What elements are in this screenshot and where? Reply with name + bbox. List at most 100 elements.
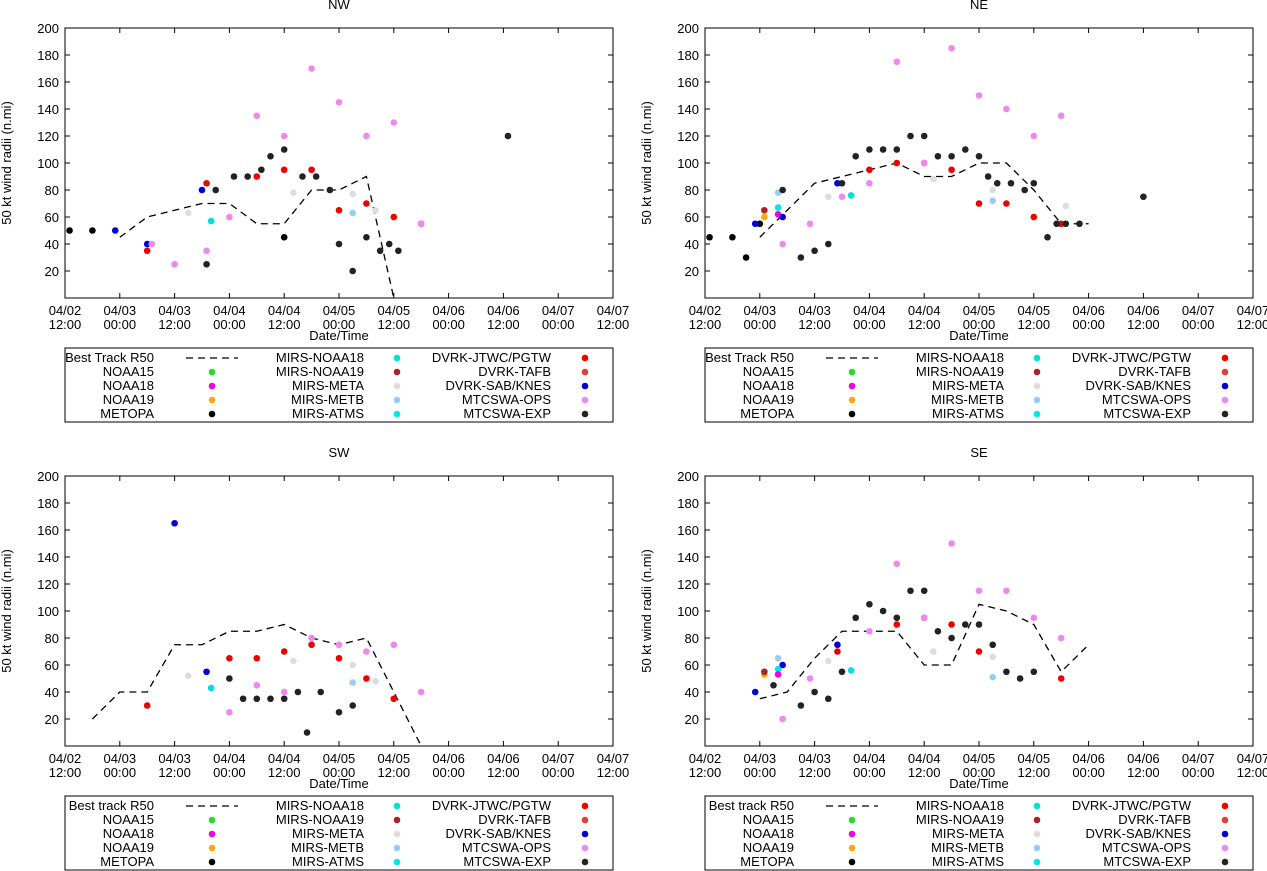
point-metopa: [729, 233, 736, 241]
point-mtcswa-ops: [948, 540, 955, 547]
legend-marker: [1033, 410, 1041, 418]
legend-label: NOAA15: [743, 812, 794, 827]
x-tick-label-time: 12:00: [1127, 317, 1160, 332]
point-mtcswa-ops: [226, 213, 233, 221]
point-mtcswa-exp: [349, 267, 357, 275]
y-tick-label: 80: [45, 183, 59, 198]
point-dvrk-jtwc-pgtw: [308, 641, 315, 649]
y-tick-label: 80: [45, 631, 59, 646]
point-mtcswa-exp: [975, 152, 983, 160]
x-tick-label-time: 00:00: [432, 765, 465, 780]
point-mtcswa-exp: [879, 607, 887, 615]
point-dvrk-jtwc-pgtw: [1057, 220, 1065, 228]
x-tick-label-time: 00:00: [432, 317, 465, 332]
x-tick-label-time: 00:00: [542, 317, 575, 332]
legend-label: Best Track R50: [705, 350, 794, 365]
best-track-line: [91, 623, 422, 747]
legend-label: MIRS-ATMS: [292, 406, 364, 421]
y-tick-label: 180: [37, 48, 59, 63]
point-mtcswa-ops: [1003, 105, 1010, 113]
point-metopa: [89, 227, 96, 234]
legend-marker: [581, 354, 589, 362]
point-mirs-metb: [989, 197, 996, 205]
legend-label: Best track R50: [709, 798, 794, 813]
x-tick-label-time: 00:00: [1182, 317, 1215, 332]
point-mirs-meta: [989, 653, 996, 661]
point-dvrk-sab-knes: [834, 641, 841, 649]
chart-title: SW: [329, 445, 351, 460]
point-dvrk-sab-knes: [198, 186, 206, 194]
point-metopa: [66, 227, 73, 234]
legend-marker: [208, 368, 216, 376]
y-tick-label: 60: [45, 210, 59, 225]
legend-marker: [581, 368, 589, 376]
point-mtcswa-exp: [975, 621, 983, 628]
point-mtcswa-exp: [335, 240, 343, 248]
y-axis-label: 50 kt wind radii (n.mi): [639, 101, 654, 225]
y-tick-label: 200: [37, 469, 59, 484]
legend-marker: [1033, 816, 1041, 824]
x-tick-label-date: 04/06: [432, 751, 465, 766]
point-mtcswa-exp: [326, 186, 334, 194]
point-mirs-meta: [185, 672, 192, 680]
x-axis-label: Date/Time: [949, 328, 1008, 343]
x-tick-label-date: 04/02: [689, 751, 722, 766]
point-dvrk-jtwc-pgtw: [280, 648, 288, 655]
x-tick-label-date: 04/05: [378, 303, 411, 318]
x-tick-label-date: 04/05: [1018, 751, 1051, 766]
legend-marker: [848, 816, 856, 824]
point-mirs-meta: [825, 657, 832, 665]
legend-marker: [581, 382, 589, 390]
point-mirs-meta: [930, 175, 937, 183]
legend-marker: [1221, 396, 1229, 404]
point-mtcswa-exp: [253, 695, 261, 703]
point-mtcswa-ops: [866, 179, 873, 187]
x-tick-label-date: 04/06: [487, 303, 520, 318]
point-mtcswa-exp: [993, 179, 1001, 187]
point-mirs-atms: [774, 204, 782, 211]
y-tick-label: 40: [685, 237, 699, 252]
point-dvrk-jtwc-pgtw: [335, 206, 343, 214]
point-mtcswa-ops: [280, 688, 288, 696]
x-tick-label-date: 04/07: [597, 751, 630, 766]
point-mtcswa-exp: [948, 152, 955, 160]
x-tick-label-time: 00:00: [213, 317, 246, 332]
point-dvrk-jtwc-pgtw: [226, 654, 233, 662]
legend-label: MIRS-NOAA18: [916, 798, 1004, 813]
legend-marker: [581, 396, 589, 404]
point-mtcswa-exp: [1003, 668, 1010, 676]
x-tick-label-time: 00:00: [963, 765, 996, 780]
legend-marker: [208, 410, 216, 418]
x-tick-label-date: 04/04: [853, 303, 886, 318]
point-mtcswa-ops: [1030, 614, 1038, 622]
legend-label: NOAA19: [103, 392, 154, 407]
x-tick-label-date: 04/03: [158, 751, 191, 766]
y-tick-label: 180: [677, 48, 699, 63]
point-mtcswa-exp: [934, 152, 942, 160]
point-mtcswa-exp: [363, 233, 370, 241]
x-tick-label-date: 04/02: [49, 303, 82, 318]
legend-label: DVRK-TAFB: [1118, 364, 1191, 379]
y-tick-label: 140: [677, 102, 699, 117]
legend-label: MIRS-NOAA19: [916, 812, 1004, 827]
point-mirs-metb: [349, 209, 357, 217]
legend-marker: [393, 816, 401, 824]
point-mtcswa-exp: [317, 688, 325, 696]
point-dvrk-sab-knes: [751, 688, 759, 696]
y-tick-label: 120: [37, 129, 59, 144]
point-mirs-metb: [774, 654, 782, 662]
chart-title: NE: [970, 0, 988, 12]
legend-marker: [581, 816, 589, 824]
point-mtcswa-exp: [1030, 179, 1038, 187]
point-dvrk-jtwc-pgtw: [975, 648, 983, 655]
legend-marker: [1221, 858, 1229, 866]
point-mtcswa-exp: [797, 702, 805, 709]
legend-box: [704, 795, 1254, 871]
point-metopa: [756, 220, 764, 228]
x-tick-label-date: 04/06: [487, 751, 520, 766]
x-tick-label-date: 04/06: [1072, 751, 1105, 766]
point-mtcswa-ops: [390, 641, 398, 649]
point-mtcswa-exp: [838, 179, 846, 187]
point-mtcswa-exp: [203, 260, 210, 268]
